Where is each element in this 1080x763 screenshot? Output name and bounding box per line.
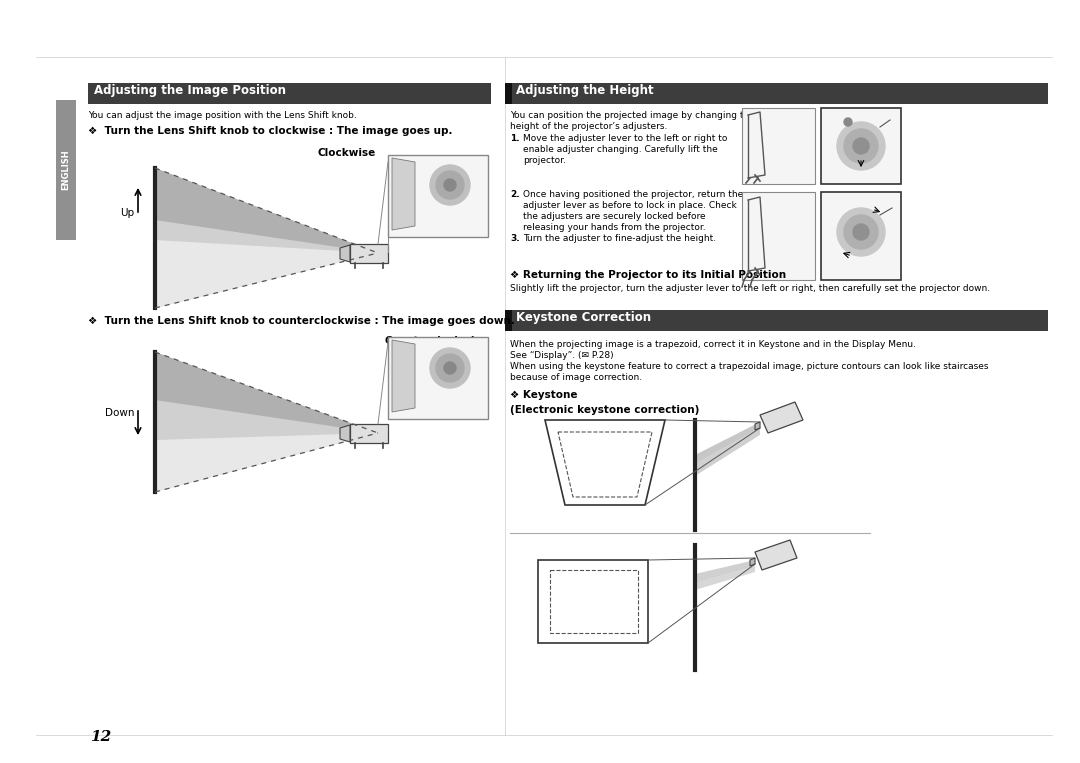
Bar: [821, 192, 901, 280]
Circle shape: [837, 208, 885, 256]
Text: See “Display”. (✉ P.28): See “Display”. (✉ P.28): [510, 351, 613, 360]
Polygon shape: [696, 560, 755, 583]
Polygon shape: [350, 424, 388, 443]
Text: releasing your hands from the projector.: releasing your hands from the projector.: [523, 223, 705, 232]
Circle shape: [444, 179, 456, 191]
Polygon shape: [538, 560, 648, 643]
Circle shape: [853, 224, 869, 240]
Polygon shape: [750, 558, 755, 566]
Text: Up: Up: [120, 208, 134, 218]
Text: When the projecting image is a trapezoid, correct it in Keystone and in the Disp: When the projecting image is a trapezoid…: [510, 340, 916, 349]
Text: You can position the projected image by changing the: You can position the projected image by …: [510, 111, 755, 120]
Text: Adjusting the Image Position: Adjusting the Image Position: [94, 84, 286, 97]
Text: ❖  Turn the Lens Shift knob to counterclockwise : The image goes down.: ❖ Turn the Lens Shift knob to counterclo…: [87, 316, 515, 326]
Bar: [821, 108, 901, 184]
Text: height of the projector’s adjusters.: height of the projector’s adjusters.: [510, 122, 667, 131]
Text: 3.: 3.: [510, 234, 519, 243]
Polygon shape: [340, 245, 350, 262]
Circle shape: [837, 122, 885, 170]
Polygon shape: [392, 340, 415, 412]
Polygon shape: [696, 422, 760, 464]
Polygon shape: [156, 168, 378, 308]
Circle shape: [430, 165, 470, 205]
Circle shape: [843, 215, 878, 249]
Text: When using the keystone feature to correct a trapezoidal image, picture contours: When using the keystone feature to corre…: [510, 362, 988, 371]
Text: the adjusters are securely locked before: the adjusters are securely locked before: [523, 212, 705, 221]
Circle shape: [843, 118, 852, 126]
Text: 12: 12: [90, 730, 111, 744]
Text: projector.: projector.: [523, 156, 566, 165]
Text: enable adjuster changing. Carefully lift the: enable adjuster changing. Carefully lift…: [523, 145, 718, 154]
Polygon shape: [156, 352, 378, 433]
Text: adjuster lever as before to lock in place. Check: adjuster lever as before to lock in plac…: [523, 201, 737, 210]
Text: 1.: 1.: [510, 134, 519, 143]
Text: ❖  Turn the Lens Shift knob to clockwise : The image goes up.: ❖ Turn the Lens Shift knob to clockwise …: [87, 126, 453, 136]
Polygon shape: [156, 168, 378, 253]
Polygon shape: [760, 402, 804, 433]
Bar: [87, 83, 491, 104]
Polygon shape: [156, 240, 378, 308]
Bar: [742, 192, 815, 280]
Polygon shape: [350, 244, 388, 263]
Text: ❖ Returning the Projector to its Initial Position: ❖ Returning the Projector to its Initial…: [510, 270, 786, 280]
Polygon shape: [696, 428, 760, 476]
Text: Move the adjuster lever to the left or right to: Move the adjuster lever to the left or r…: [523, 134, 727, 143]
Text: Down: Down: [105, 408, 134, 418]
Bar: [742, 108, 815, 184]
Polygon shape: [755, 540, 797, 570]
Bar: [505, 83, 512, 104]
Circle shape: [436, 354, 464, 382]
Polygon shape: [156, 352, 378, 492]
Text: Keystone Correction: Keystone Correction: [516, 311, 651, 324]
Circle shape: [430, 348, 470, 388]
Text: ❖ Keystone: ❖ Keystone: [510, 390, 578, 400]
Bar: [505, 310, 512, 331]
Bar: [510, 83, 1048, 104]
Polygon shape: [340, 425, 350, 442]
Bar: [56, 100, 76, 240]
Circle shape: [843, 129, 878, 163]
Polygon shape: [755, 422, 760, 430]
Polygon shape: [545, 420, 665, 505]
Text: Clockwise: Clockwise: [318, 148, 376, 158]
Text: 2.: 2.: [510, 190, 519, 199]
Circle shape: [853, 138, 869, 154]
Polygon shape: [696, 566, 755, 590]
Text: ENGLISH: ENGLISH: [62, 150, 70, 190]
Bar: [388, 337, 488, 419]
Text: (Electronic keystone correction): (Electronic keystone correction): [510, 405, 700, 415]
Circle shape: [436, 171, 464, 199]
Text: Adjusting the Height: Adjusting the Height: [516, 84, 653, 97]
Text: because of image correction.: because of image correction.: [510, 373, 643, 382]
Circle shape: [444, 362, 456, 374]
Text: You can adjust the image position with the Lens Shift knob.: You can adjust the image position with t…: [87, 111, 356, 120]
Polygon shape: [156, 433, 378, 492]
Polygon shape: [392, 158, 415, 230]
Text: Turn the adjuster to fine-adjust the height.: Turn the adjuster to fine-adjust the hei…: [523, 234, 716, 243]
Text: Once having positioned the projector, return the: Once having positioned the projector, re…: [523, 190, 743, 199]
Text: Counterclockwise: Counterclockwise: [384, 336, 488, 346]
Bar: [388, 155, 488, 237]
Text: Slightly lift the projector, turn the adjuster lever to the left or right, then : Slightly lift the projector, turn the ad…: [510, 284, 990, 293]
Bar: [510, 310, 1048, 331]
